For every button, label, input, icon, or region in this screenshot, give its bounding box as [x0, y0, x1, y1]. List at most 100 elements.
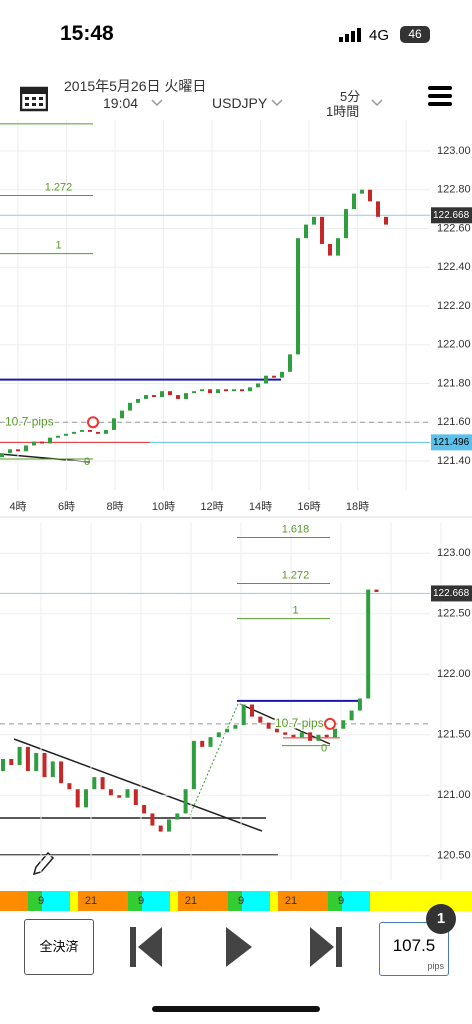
candle	[142, 804, 147, 814]
candle	[352, 193, 356, 210]
fib-label: 0	[321, 743, 327, 755]
playback-controls[interactable]	[128, 924, 348, 970]
candle	[96, 431, 100, 434]
candle	[167, 819, 171, 832]
header-time[interactable]: 19:04	[103, 95, 139, 111]
x-tick-label: 6時	[58, 500, 75, 513]
candle	[17, 746, 22, 766]
y-tick-label: 121.80	[437, 377, 471, 389]
candle	[112, 418, 116, 430]
candle	[283, 732, 288, 735]
y-tick-label: 122.40	[437, 261, 471, 273]
menu-icon[interactable]	[428, 86, 452, 106]
candle	[216, 389, 220, 394]
pips-box[interactable]: 107.5 pips	[379, 922, 449, 976]
fib-label: 1.272	[45, 181, 73, 193]
candle	[108, 789, 113, 796]
candle	[80, 429, 84, 432]
color-bar	[0, 891, 472, 911]
pips-label: 10.7 pips	[275, 716, 324, 730]
candle	[208, 737, 213, 747]
candle	[1, 758, 5, 772]
candle	[84, 789, 88, 808]
candle	[56, 435, 60, 438]
y-tick-label: 121.00	[437, 789, 471, 801]
candle	[291, 734, 296, 738]
candle	[128, 402, 132, 411]
y-tick-label: 123.00	[437, 547, 471, 559]
candle	[280, 371, 284, 378]
candle	[200, 740, 205, 747]
y-tick-label: 121.40	[437, 455, 471, 467]
candle	[299, 732, 304, 738]
candle	[133, 789, 138, 805]
candle	[357, 698, 362, 711]
candle	[376, 201, 380, 217]
x-tick-label: 12時	[200, 500, 223, 513]
candle	[312, 216, 316, 225]
order-marker	[87, 416, 99, 429]
candle	[34, 752, 39, 772]
status-time: 15:48	[60, 22, 114, 45]
x-tick-label: 4時	[9, 500, 26, 513]
fib-label: 0	[84, 456, 90, 468]
y-tick-label: 121.60	[437, 416, 471, 428]
candle	[0, 453, 4, 458]
candle	[168, 391, 172, 396]
candle	[208, 389, 212, 394]
period[interactable]: 1時間	[326, 104, 360, 119]
candle	[232, 389, 236, 392]
candle	[25, 746, 30, 772]
candle	[333, 728, 337, 738]
home-indicator	[152, 1006, 320, 1012]
pips-value: 107.5	[392, 936, 436, 955]
close-all-button[interactable]: 全決済	[24, 919, 94, 975]
y-tick-label: 122.50	[437, 608, 471, 620]
candle	[59, 761, 64, 784]
price-tag	[431, 207, 472, 224]
candle	[24, 445, 28, 452]
candle	[324, 734, 329, 738]
candle	[274, 728, 279, 733]
fib-label: 1	[55, 240, 61, 252]
fib-label: 1	[292, 605, 298, 617]
x-tick-label: 9	[238, 895, 244, 907]
candle	[144, 395, 148, 399]
candle	[264, 375, 268, 384]
candle	[88, 429, 92, 432]
price-tag-label: 121.496	[433, 437, 470, 448]
price-tag-label: 122.668	[433, 588, 470, 599]
candle	[320, 216, 324, 244]
candle	[360, 189, 364, 194]
pips-label: 10.7 pips	[5, 414, 54, 428]
candle	[158, 825, 163, 832]
candle	[9, 758, 14, 766]
candle	[16, 449, 20, 452]
candle	[248, 387, 252, 392]
candle	[344, 209, 348, 239]
candle	[42, 752, 47, 778]
x-tick-label: 21	[285, 895, 297, 907]
y-tick-label: 122.00	[437, 339, 471, 351]
candle	[384, 216, 388, 225]
y-tick-label: 123.00	[437, 145, 471, 157]
y-tick-label: 121.50	[437, 729, 471, 741]
candle	[200, 389, 204, 392]
candle	[75, 789, 80, 808]
symbol[interactable]: USDJPY	[212, 95, 268, 111]
candle	[308, 732, 313, 741]
x-tick-label: 8時	[106, 500, 123, 513]
candle	[191, 740, 196, 790]
candle	[328, 243, 332, 256]
candle	[256, 383, 260, 388]
candle	[316, 734, 321, 741]
candle	[32, 441, 36, 446]
calendar-icon[interactable]	[20, 84, 48, 112]
candle	[366, 589, 371, 699]
price-tag	[431, 434, 472, 451]
fib-label: 1.272	[282, 569, 310, 581]
period: 5分	[340, 89, 361, 104]
battery: 46	[400, 26, 430, 43]
order-marker	[324, 717, 336, 730]
